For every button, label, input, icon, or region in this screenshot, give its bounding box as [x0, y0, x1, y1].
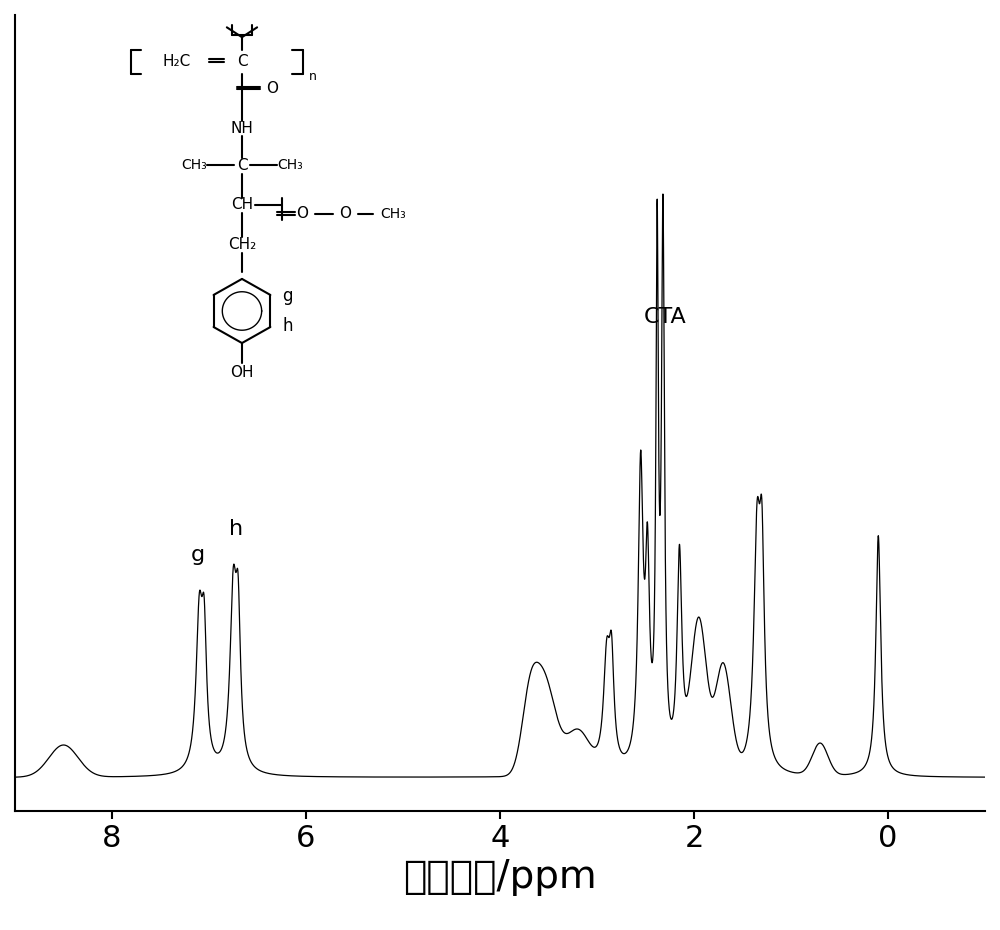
X-axis label: 化学位移/ppm: 化学位移/ppm — [403, 858, 597, 897]
Text: g: g — [190, 545, 204, 565]
Text: CTA: CTA — [644, 307, 686, 326]
Text: h: h — [229, 519, 243, 538]
